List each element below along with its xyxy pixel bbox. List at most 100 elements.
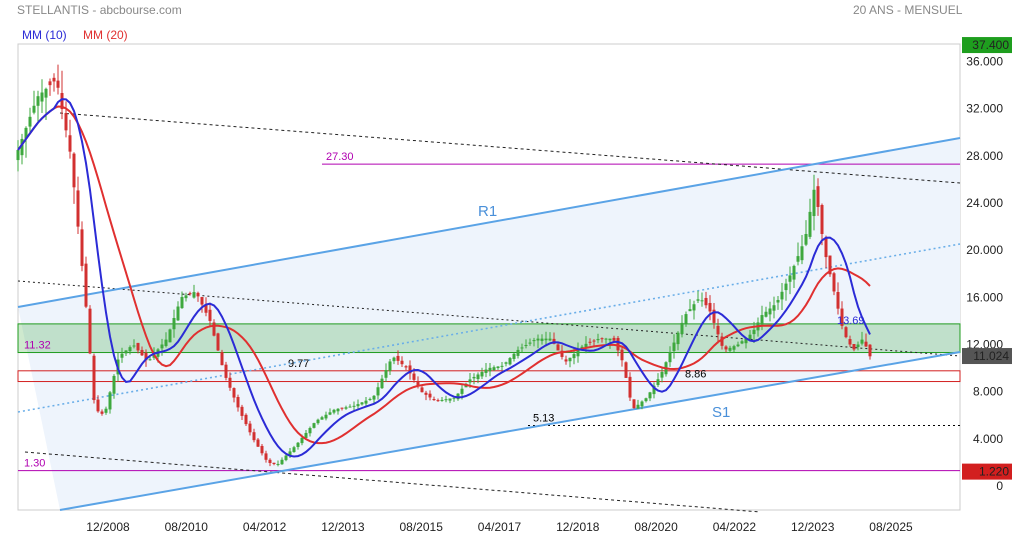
candle-body [228, 377, 232, 388]
candle-body [784, 283, 788, 291]
candle-body [708, 302, 712, 312]
candle-body [68, 135, 72, 152]
candle-body [680, 322, 684, 334]
candle-body [528, 342, 532, 344]
level-label-4: 5.13 [533, 413, 554, 425]
candle-body [516, 349, 520, 356]
candle-body [324, 414, 328, 419]
candle-body [64, 113, 68, 131]
candle-body [416, 381, 420, 387]
candle-body [208, 309, 212, 321]
candle-body [612, 337, 616, 341]
price-badge-label-2: 1.220 [979, 465, 1009, 479]
candle-body [308, 428, 312, 434]
candle-body [300, 437, 304, 444]
candle-body [88, 308, 92, 354]
candle-body [696, 299, 700, 301]
candle-body [848, 339, 852, 345]
candle-body [196, 292, 200, 297]
candle-body [712, 309, 716, 323]
candle-body [660, 372, 664, 378]
trend-lower [24, 451, 761, 513]
candle-body [476, 374, 480, 380]
candle-body [352, 405, 356, 407]
candle-body [724, 346, 728, 350]
candle-body [452, 397, 456, 399]
candle-body [268, 459, 272, 464]
candle-body [96, 399, 100, 412]
candle-body [188, 293, 192, 295]
candle-body [40, 92, 44, 102]
candle-body [808, 211, 812, 237]
candle-body [112, 375, 116, 394]
candle-body [536, 338, 540, 341]
candle-body [468, 379, 472, 383]
candle-body [204, 304, 208, 313]
candle-body [636, 404, 640, 409]
candle-body [500, 365, 504, 367]
candle-body [304, 432, 308, 439]
candle-body [124, 350, 128, 354]
candle-body [176, 306, 180, 321]
candle-body [484, 369, 488, 373]
candle-body [376, 387, 380, 396]
candle-body [392, 357, 396, 362]
level-label-2: 9.77 [288, 358, 309, 370]
candle-body [44, 88, 48, 98]
candle-body [284, 455, 288, 461]
candle-body [496, 366, 500, 369]
y-tick-label: 16.000 [966, 290, 1003, 304]
x-tick-label: 12/2008 [86, 520, 130, 534]
candle-body [388, 361, 392, 371]
candle-body [148, 359, 152, 361]
candle-body [632, 399, 636, 409]
candle-body [420, 387, 424, 393]
candle-body [132, 345, 136, 347]
candle-body [244, 414, 248, 425]
channel-s1-line [59, 351, 961, 511]
candle-body [180, 297, 184, 309]
candle-body [192, 292, 196, 298]
candle-body [104, 408, 108, 413]
candle-body [732, 346, 736, 350]
price-badge-0 [962, 37, 1012, 54]
candle-body [700, 300, 704, 302]
candle-body [672, 342, 676, 351]
candle-body [668, 352, 672, 363]
candle-body [576, 350, 580, 357]
candle-body [764, 311, 768, 317]
candle-body [84, 263, 88, 307]
candle-body [100, 411, 104, 414]
candle-body [508, 358, 512, 365]
candle-body [92, 355, 96, 401]
x-tick-label: 12/2018 [556, 520, 600, 534]
candle-body [736, 344, 740, 347]
candle-body [780, 291, 784, 300]
channel-r1-line [17, 137, 961, 308]
candle-body [220, 352, 224, 366]
candle-body [72, 153, 76, 188]
candle-body [240, 406, 244, 416]
ma20-line [17, 105, 871, 445]
candle-body [76, 190, 80, 227]
candle-body [688, 309, 692, 312]
candle-body [444, 399, 448, 401]
candle-body [640, 401, 644, 407]
candle-body [372, 395, 376, 400]
candle-body [792, 265, 796, 280]
candle-body [644, 398, 648, 402]
candle-body [768, 308, 772, 315]
candle-body [264, 453, 268, 460]
candle-body [540, 338, 544, 341]
candle-body [404, 366, 408, 368]
x-tick-label: 04/2022 [713, 520, 757, 534]
candle-body [596, 338, 600, 341]
candle-body [400, 360, 404, 365]
ma10-last-label: 13.69 [837, 315, 865, 327]
candle-body [440, 399, 444, 401]
candle-body [548, 338, 552, 341]
candle-body [692, 304, 696, 311]
candle-body [332, 409, 336, 413]
candle-body [260, 445, 264, 454]
candle-body [136, 342, 140, 351]
